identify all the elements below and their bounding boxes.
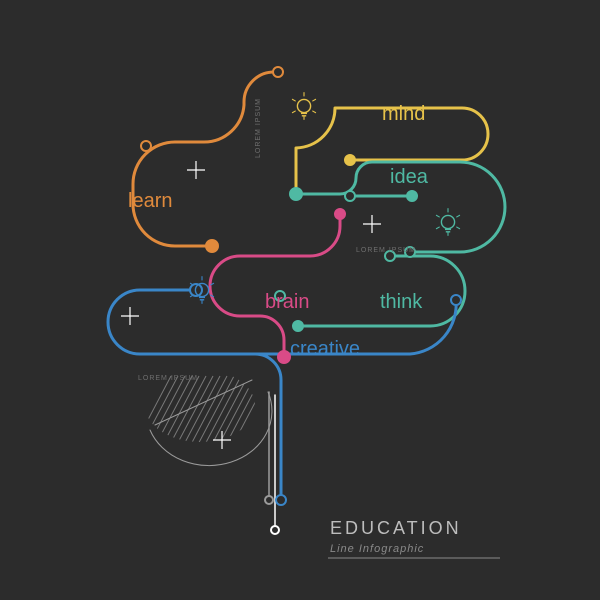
sublabel-s1: LOREM IPSUM	[255, 98, 262, 158]
label-learn: learn	[128, 190, 172, 212]
label-mind: mind	[382, 103, 425, 125]
node-6	[407, 191, 417, 201]
node-14	[265, 496, 273, 504]
node-3	[345, 155, 355, 165]
node-16	[451, 295, 461, 305]
node-2	[273, 67, 283, 77]
node-13	[276, 495, 286, 505]
label-think: think	[380, 291, 423, 313]
footer-title: EDUCATION	[330, 518, 462, 538]
label-creative: creative	[290, 338, 360, 360]
node-1	[141, 141, 151, 151]
node-4	[290, 188, 302, 200]
node-15	[271, 526, 279, 534]
footer-subtitle: Line Infographic	[330, 543, 424, 555]
node-9	[278, 351, 290, 363]
node-8	[335, 209, 345, 219]
label-idea: idea	[390, 166, 429, 188]
sublabel-s3: LOREM IPSUM	[138, 375, 198, 382]
node-11	[293, 321, 303, 331]
node-0	[206, 240, 218, 252]
sublabel-s2: LOREM IPSUM	[356, 247, 416, 254]
brain-infographic: learn mind idea brain think creative LOREM IPS…	[0, 0, 600, 600]
label-brain: brain	[265, 291, 309, 313]
node-5	[345, 191, 355, 201]
